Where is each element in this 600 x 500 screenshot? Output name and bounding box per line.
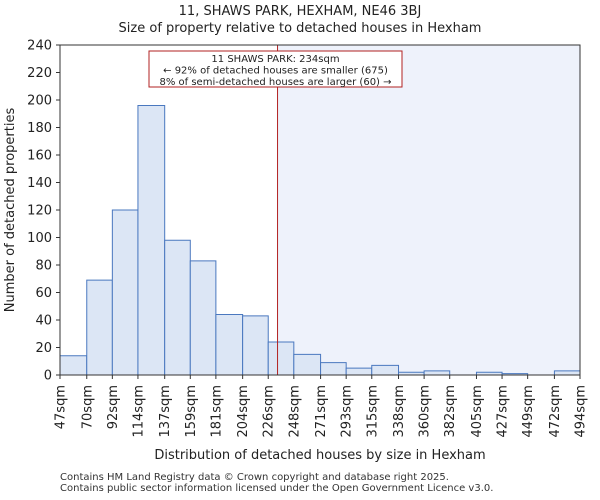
x-tick-label-338sqm: 338sqm — [392, 385, 407, 438]
y-tick-label-160: 160 — [27, 149, 52, 164]
x-axis-label: Distribution of detached houses by size … — [154, 448, 485, 463]
x-tick-label-494sqm: 494sqm — [574, 385, 589, 438]
x-tick-label-315sqm: 315sqm — [365, 385, 380, 438]
bar-248sqm — [293, 353, 322, 376]
y-tick-label-180: 180 — [27, 121, 52, 136]
x-tick-label-427sqm: 427sqm — [496, 385, 511, 438]
chart-title: 11, SHAWS PARK, HEXHAM, NE46 3BJ — [178, 4, 422, 19]
bar-181sqm — [215, 314, 244, 376]
x-tick-label-70sqm: 70sqm — [80, 385, 95, 429]
x-tick-label-472sqm: 472sqm — [548, 385, 563, 438]
bar-47sqm — [59, 355, 88, 376]
x-tick-label-92sqm: 92sqm — [106, 385, 121, 429]
annotation-line-2: ← 92% of detached houses are smaller (67… — [163, 66, 388, 77]
x-tick-label-382sqm: 382sqm — [443, 385, 458, 438]
x-tick-label-360sqm: 360sqm — [418, 385, 433, 438]
y-tick-label-120: 120 — [27, 204, 52, 219]
x-tick-label-159sqm: 159sqm — [184, 385, 199, 438]
bar-360sqm — [423, 370, 451, 376]
bar-271sqm — [320, 362, 347, 376]
bar-226sqm — [267, 341, 295, 376]
x-tick-label-137sqm: 137sqm — [158, 385, 173, 438]
annotation-border — [148, 50, 403, 88]
x-tick-label-114sqm: 114sqm — [131, 385, 146, 438]
bar-137sqm — [164, 239, 191, 376]
bar-92sqm — [111, 209, 139, 376]
y-tick-label-240: 240 — [27, 39, 52, 54]
y-tick-label-0: 0 — [44, 369, 52, 384]
x-tick-label-204sqm: 204sqm — [236, 385, 251, 438]
x-tick-label-181sqm: 181sqm — [209, 385, 224, 438]
highlight-region — [277, 45, 580, 375]
plot-frame — [59, 44, 581, 376]
bar-315sqm — [371, 364, 400, 376]
x-tick-label-226sqm: 226sqm — [262, 385, 277, 438]
y-axis-label: Number of detached properties — [3, 108, 18, 313]
annotation-box: 11 SHAWS PARK: 234sqm ← 92% of detached … — [148, 50, 403, 88]
y-tick-label-220: 220 — [27, 66, 52, 81]
bar-70sqm — [86, 279, 113, 376]
chart-subtitle: Size of property relative to detached ho… — [118, 21, 482, 36]
x-tick-label-47sqm: 47sqm — [54, 385, 69, 429]
y-tick-label-140: 140 — [27, 176, 52, 191]
x-tick-label-293sqm: 293sqm — [340, 385, 355, 438]
bar-159sqm — [189, 260, 217, 376]
bar-204sqm — [242, 315, 269, 376]
x-tick-label-405sqm: 405sqm — [470, 385, 485, 438]
annotation-line-3: 8% of semi-detached houses are larger (6… — [159, 77, 391, 88]
annotation-line-1: 11 SHAWS PARK: 234sqm — [211, 54, 339, 65]
footer-line-1: Contains HM Land Registry data © Crown c… — [60, 472, 449, 483]
bar-293sqm — [345, 367, 373, 376]
y-tick-label-80: 80 — [35, 259, 52, 274]
y-tick-label-100: 100 — [27, 231, 52, 246]
x-tick-label-271sqm: 271sqm — [314, 385, 329, 438]
y-tick-label-60: 60 — [35, 286, 52, 301]
y-tick-label-200: 200 — [27, 94, 52, 109]
bar-114sqm — [137, 105, 166, 376]
bar-472sqm — [553, 370, 581, 376]
y-tick-label-40: 40 — [35, 314, 52, 329]
x-tick-label-449sqm: 449sqm — [521, 385, 536, 438]
y-tick-label-20: 20 — [35, 341, 52, 356]
footer-line-2: Contains public sector information licen… — [60, 483, 494, 494]
histogram-chart: 0 20 40 60 80 100 120 140 160 180 200 220 240 47sqm 7… — [3, 39, 589, 464]
x-tick-label-248sqm: 248sqm — [287, 385, 302, 438]
